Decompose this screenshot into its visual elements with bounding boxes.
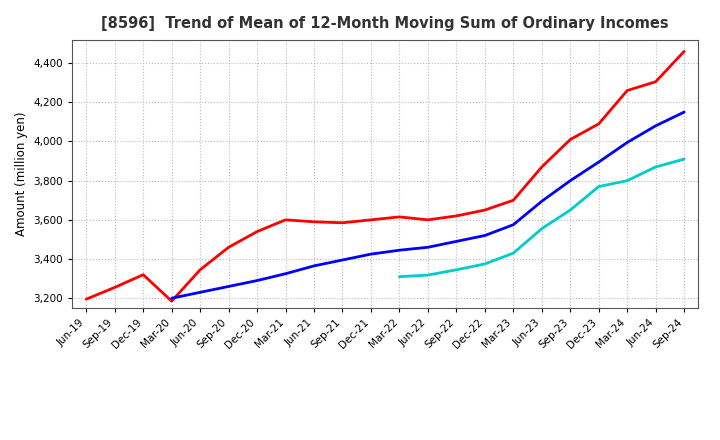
5 Years	[509, 222, 518, 227]
5 Years	[338, 257, 347, 263]
Line: 5 Years: 5 Years	[171, 112, 684, 298]
3 Years	[366, 217, 375, 223]
3 Years	[167, 298, 176, 304]
3 Years	[680, 49, 688, 54]
7 Years	[566, 207, 575, 213]
3 Years	[537, 164, 546, 169]
7 Years	[595, 184, 603, 189]
7 Years	[452, 267, 461, 272]
5 Years	[310, 263, 318, 268]
5 Years	[652, 123, 660, 128]
5 Years	[595, 159, 603, 165]
3 Years	[110, 285, 119, 290]
3 Years	[452, 213, 461, 219]
Line: 7 Years: 7 Years	[400, 159, 684, 277]
Y-axis label: Amount (million yen): Amount (million yen)	[15, 112, 28, 236]
3 Years	[225, 245, 233, 250]
5 Years	[395, 248, 404, 253]
3 Years	[253, 229, 261, 234]
5 Years	[366, 252, 375, 257]
3 Years	[395, 214, 404, 220]
7 Years	[537, 226, 546, 231]
5 Years	[452, 239, 461, 244]
3 Years	[623, 88, 631, 93]
Line: 3 Years: 3 Years	[86, 51, 684, 301]
3 Years	[480, 207, 489, 213]
3 Years	[282, 217, 290, 223]
7 Years	[480, 261, 489, 267]
7 Years	[652, 164, 660, 169]
7 Years	[623, 178, 631, 183]
5 Years	[480, 233, 489, 238]
7 Years	[395, 274, 404, 279]
5 Years	[282, 271, 290, 276]
Title: [8596]  Trend of Mean of 12-Month Moving Sum of Ordinary Incomes: [8596] Trend of Mean of 12-Month Moving …	[102, 16, 669, 32]
3 Years	[566, 137, 575, 142]
3 Years	[139, 272, 148, 277]
3 Years	[338, 220, 347, 225]
5 Years	[623, 140, 631, 145]
5 Years	[566, 178, 575, 183]
7 Years	[680, 157, 688, 162]
5 Years	[253, 278, 261, 283]
3 Years	[509, 198, 518, 203]
7 Years	[423, 272, 432, 278]
7 Years	[509, 250, 518, 256]
5 Years	[196, 290, 204, 295]
5 Years	[225, 284, 233, 289]
3 Years	[310, 219, 318, 224]
5 Years	[537, 198, 546, 204]
5 Years	[423, 245, 432, 250]
3 Years	[423, 217, 432, 223]
3 Years	[652, 79, 660, 84]
3 Years	[595, 121, 603, 126]
5 Years	[680, 110, 688, 115]
3 Years	[82, 297, 91, 302]
5 Years	[167, 296, 176, 301]
3 Years	[196, 267, 204, 272]
